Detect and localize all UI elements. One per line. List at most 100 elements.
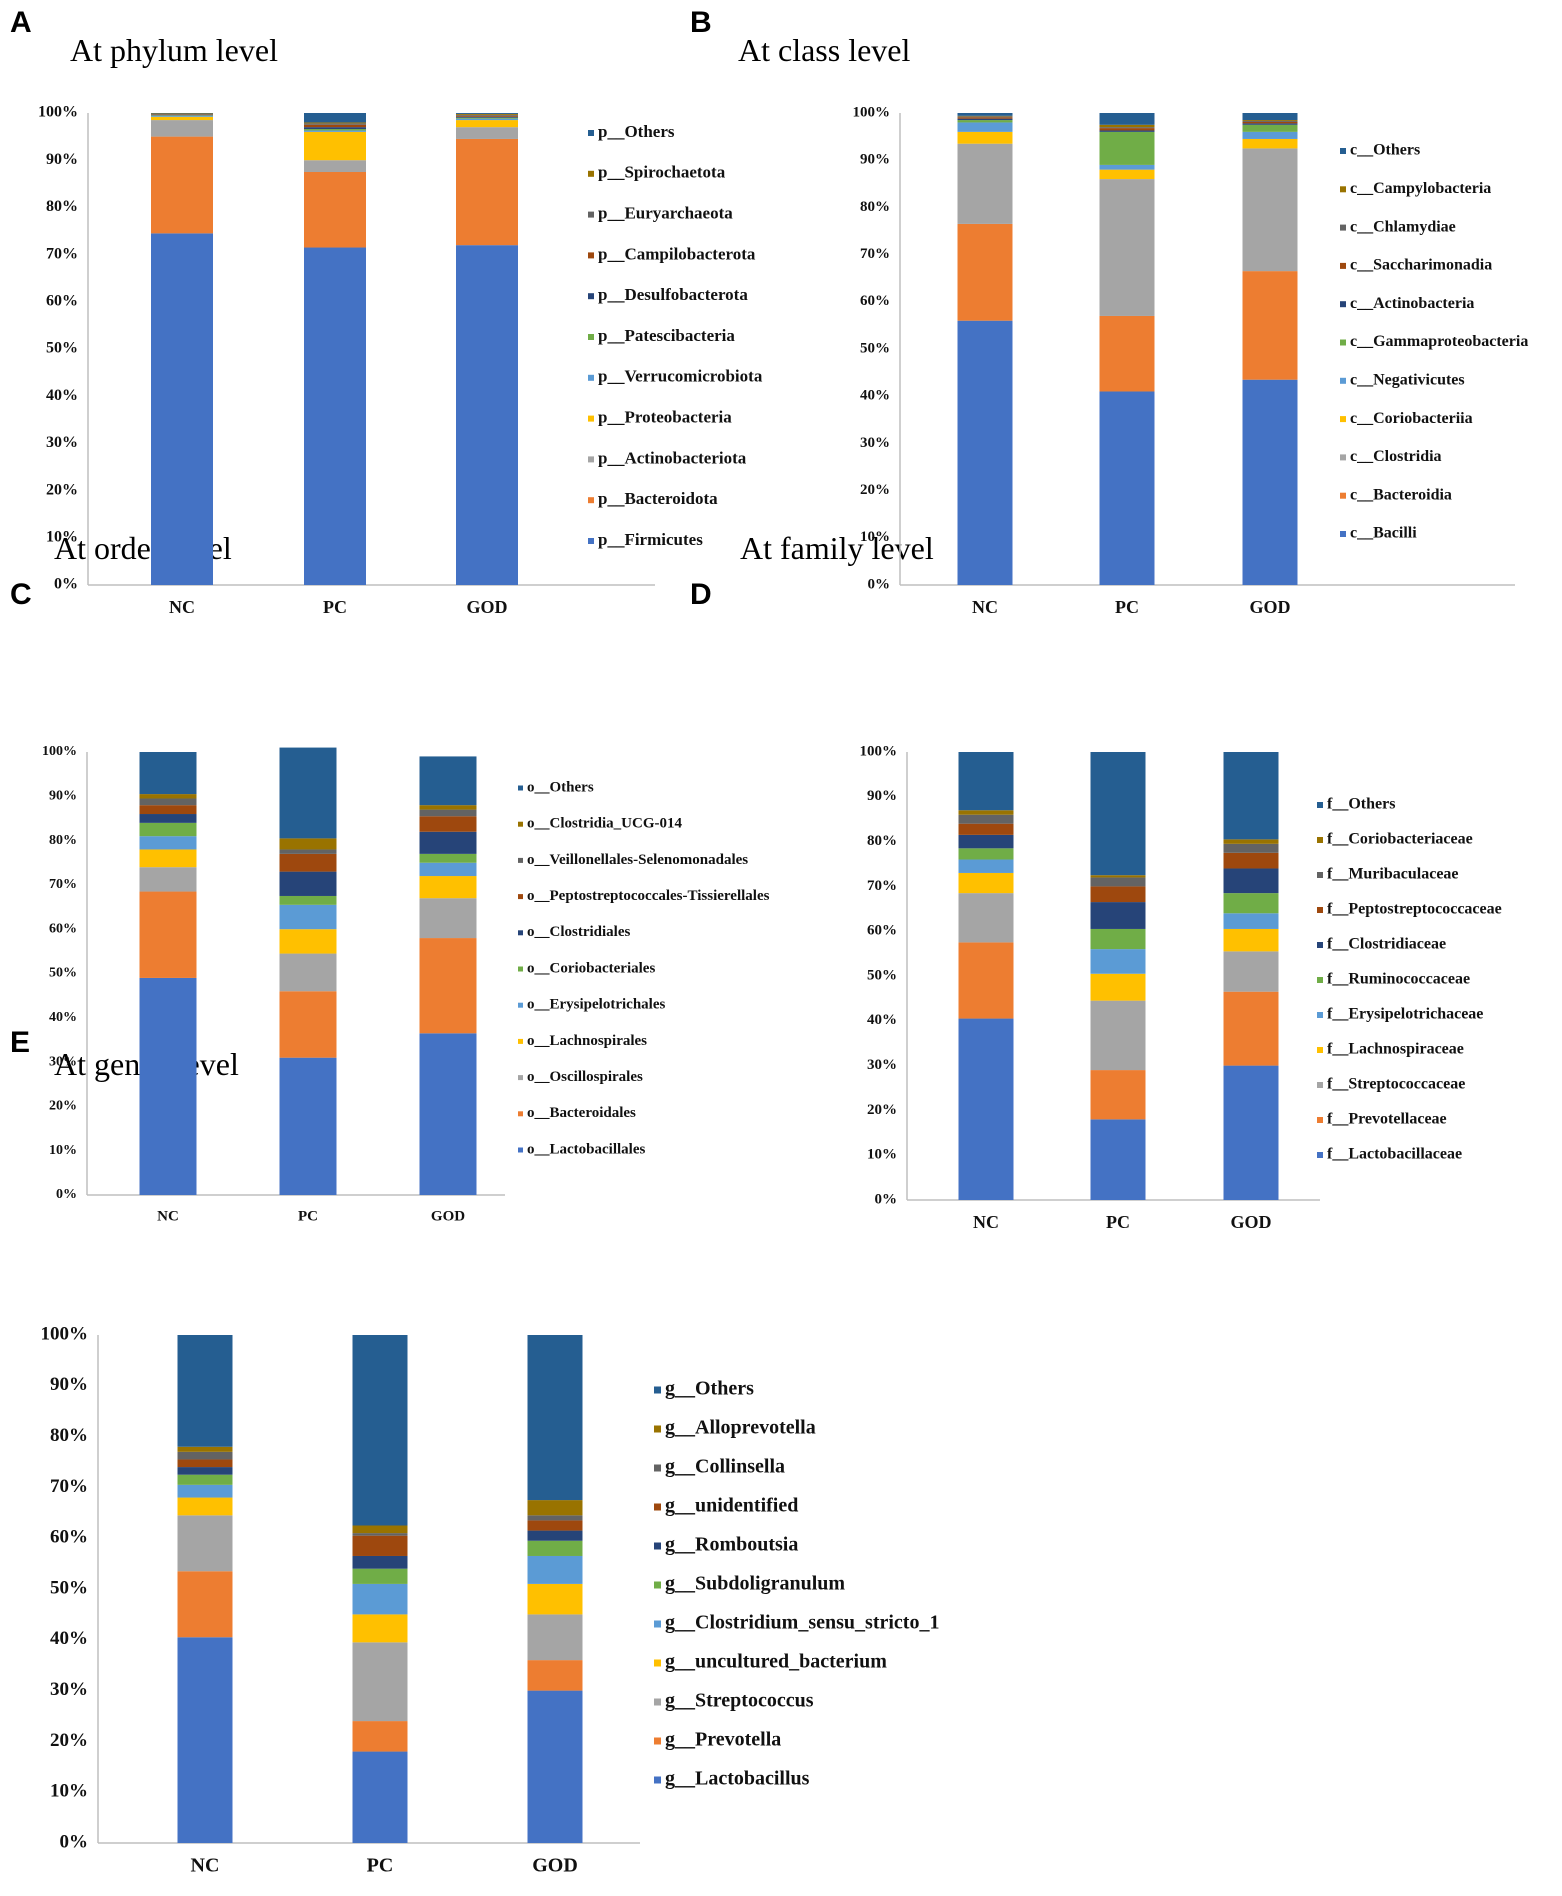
bar-segment xyxy=(279,853,337,872)
chart-panel-a: 0% 10% 20% 30% 40% 50% 60% 70% 80% 90% 100% NC PC GOD… xyxy=(38,104,763,617)
bar-segment xyxy=(419,862,477,877)
y-tick-label: 70% xyxy=(50,1476,88,1497)
legend-swatch xyxy=(1340,492,1346,499)
bar-segment xyxy=(419,853,477,863)
legend-swatch xyxy=(588,252,594,259)
y-tick-label: 60% xyxy=(49,921,77,936)
bar-segment xyxy=(456,115,518,117)
bar-segment xyxy=(304,113,366,123)
legend-label: o__Others xyxy=(527,779,594,795)
bar-segment xyxy=(1242,138,1298,149)
bar-segment xyxy=(958,942,1014,1019)
bar-segment xyxy=(151,115,213,117)
legend-swatch xyxy=(654,1425,661,1433)
legend-label: f__Coriobacteriaceae xyxy=(1327,831,1473,848)
y-tick-label: 50% xyxy=(50,1577,88,1598)
bar-segment xyxy=(527,1614,583,1661)
legend-swatch xyxy=(1317,1047,1323,1053)
legend-label: o__Clostridiales xyxy=(527,924,630,940)
y-tick-label: 60% xyxy=(860,293,890,309)
chart-title-d: At family level xyxy=(740,530,934,566)
y-tick-label: 50% xyxy=(46,340,78,357)
bar-segment xyxy=(957,122,1013,132)
legend-swatch xyxy=(588,374,594,381)
bar-segment xyxy=(177,1451,233,1460)
y-tick-label: 80% xyxy=(860,199,890,215)
legend-swatch xyxy=(588,334,594,340)
legend-label: f__Prevotellaceae xyxy=(1327,1111,1447,1128)
y-tick-label: 90% xyxy=(867,788,897,804)
bar-segment xyxy=(139,752,197,795)
bar-segment xyxy=(1242,121,1298,124)
bar-segment xyxy=(304,127,366,130)
y-tick-label: 70% xyxy=(49,877,77,892)
bar-segment xyxy=(1223,852,1279,869)
legend-label: f__Ruminococcaceae xyxy=(1327,971,1470,988)
bar-segment xyxy=(958,823,1014,835)
y-tick-label: 90% xyxy=(860,152,890,168)
legend-label: c__Chlamydiae xyxy=(1350,218,1456,235)
legend-swatch xyxy=(1340,377,1346,384)
legend-label: g__Alloprevotella xyxy=(665,1417,816,1439)
y-tick-label: 10% xyxy=(860,529,890,545)
x-category-label: GOD xyxy=(466,597,507,617)
legend-swatch xyxy=(518,1075,523,1081)
bar-segment xyxy=(1223,928,1279,952)
y-tick-label: 50% xyxy=(867,967,897,983)
y-tick-label: 30% xyxy=(49,1054,77,1069)
bar-segment xyxy=(1099,131,1155,165)
bar-segment xyxy=(1242,271,1298,380)
bar-segment xyxy=(139,891,197,978)
bar-segment xyxy=(456,116,518,118)
legend-swatch xyxy=(588,130,594,136)
bar-segment xyxy=(419,938,477,1034)
bar-segment xyxy=(419,831,477,854)
legend-swatch xyxy=(1317,1012,1323,1018)
y-tick-label: 0% xyxy=(60,1831,89,1852)
bar-segment xyxy=(419,756,477,806)
legend-swatch xyxy=(1317,907,1323,913)
legend-label: p__Actinobacteriota xyxy=(598,448,747,467)
bar-segment xyxy=(1099,113,1155,125)
bar-segment xyxy=(957,143,1013,224)
bar-segment xyxy=(1090,1119,1146,1200)
bar-segment xyxy=(958,814,1014,824)
bar-segment xyxy=(527,1555,583,1584)
legend-label: o__Lactobacillales xyxy=(527,1141,645,1157)
chart-panel-d: 0% 10% 20% 30% 40% 50% 60% 70% 80% 90% 100% NC PC GOD… xyxy=(860,743,1502,1232)
bar-segment xyxy=(1223,843,1279,853)
bar-segment xyxy=(304,123,366,125)
bar-segment xyxy=(151,116,213,121)
legend-swatch xyxy=(1317,1152,1323,1158)
bar-segment xyxy=(957,118,1013,121)
bar-segment xyxy=(1090,1000,1146,1071)
y-tick-label: 100% xyxy=(860,743,898,759)
x-category-label: GOD xyxy=(532,1855,578,1877)
bar-segment xyxy=(1223,913,1279,929)
y-tick-label: 0% xyxy=(875,1191,898,1207)
y-tick-label: 70% xyxy=(860,246,890,262)
bar-segment xyxy=(139,849,197,868)
legend-swatch xyxy=(1317,1082,1323,1088)
bar-segment xyxy=(279,871,337,896)
legend-label: c__Clostridia xyxy=(1350,448,1442,465)
bar-segment xyxy=(151,120,213,137)
legend-label: p__Others xyxy=(598,122,675,141)
legend-label: g__Romboutsia xyxy=(665,1534,798,1556)
legend-swatch xyxy=(1340,339,1346,346)
bar-segment xyxy=(957,320,1013,585)
bar-segment xyxy=(456,138,518,246)
bar-segment xyxy=(1099,164,1155,170)
bar-segment xyxy=(456,113,518,115)
bar-segment xyxy=(1099,315,1155,392)
y-tick-label: 0% xyxy=(54,576,78,593)
bar-segment xyxy=(352,1583,408,1615)
bar-segment xyxy=(456,114,518,116)
bar-segment xyxy=(352,1533,408,1536)
bar-segment xyxy=(177,1474,233,1485)
legend-swatch xyxy=(654,1659,661,1667)
bar-segment xyxy=(279,895,337,905)
y-tick-label: 20% xyxy=(867,1102,897,1118)
bar-segment xyxy=(419,805,477,810)
